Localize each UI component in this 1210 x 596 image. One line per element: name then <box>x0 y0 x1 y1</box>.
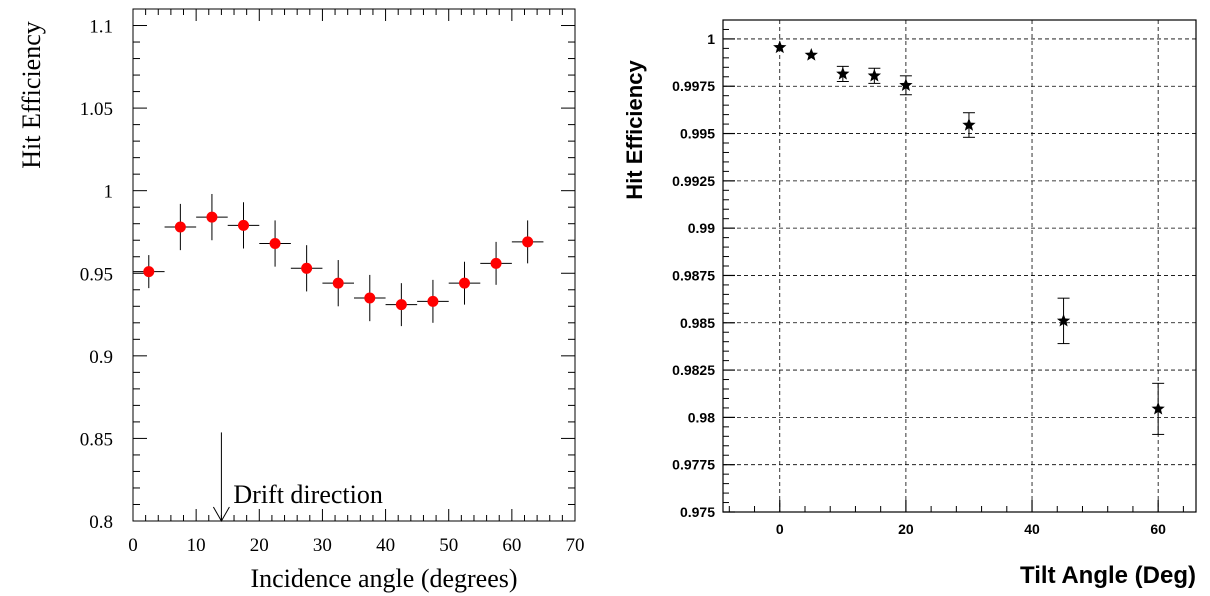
right-data-points <box>773 40 1165 435</box>
left-y-tick-label: 1 <box>104 182 114 203</box>
drift-arrow-head <box>212 506 230 523</box>
right-y-tick-label: 0.9975 <box>672 78 715 94</box>
right-y-tick-label: 0.975 <box>680 504 715 520</box>
left-y-tick-label: 0.9 <box>89 347 113 368</box>
right-axis-ticks: 0 20 40 60 0.975 0.9775 0.98 0.9825 0.985 0.9875 0… <box>672 19 1184 537</box>
left-data-point <box>301 262 313 274</box>
left-y-tick-label: 0.8 <box>89 512 113 533</box>
right-y-tick-label: 0.985 <box>680 315 715 331</box>
left-data-point <box>490 257 502 269</box>
left-y-axis-label: Hit Efficiency <box>17 21 46 169</box>
right-data-point <box>962 118 976 131</box>
right-y-tick-label: 1 <box>707 31 715 47</box>
right-x-tick-label: 20 <box>898 521 914 537</box>
right-x-tick-label: 40 <box>1024 521 1040 537</box>
drift-direction-label: Drift direction <box>233 480 382 509</box>
left-x-tick-label: 20 <box>250 535 269 556</box>
right-y-tick-label: 0.9775 <box>672 457 715 473</box>
left-axis-ticks: 0 10 20 30 40 50 60 70 0.8 0.85 0.9 0.95 1 1.05 1.1 <box>80 9 585 556</box>
left-data-point <box>206 211 218 223</box>
right-data-point <box>773 40 787 54</box>
right-y-tick-label: 0.98 <box>688 409 715 425</box>
left-x-tick-label: 70 <box>566 535 585 556</box>
right-x-axis-label: Tilt Angle (Deg) <box>1020 562 1196 589</box>
left-y-tick-label: 0.95 <box>80 264 113 285</box>
right-y-tick-label: 0.9875 <box>672 267 715 283</box>
left-data-point <box>174 221 186 233</box>
left-data-points <box>133 193 544 327</box>
left-x-tick-label: 60 <box>502 535 521 556</box>
left-data-point <box>395 299 407 311</box>
left-data-point <box>427 295 439 307</box>
right-data-point <box>836 66 850 80</box>
right-y-tick-label: 0.9925 <box>672 173 715 189</box>
left-y-tick-label: 1.05 <box>80 99 113 120</box>
right-x-tick-label: 60 <box>1150 521 1166 537</box>
left-data-point <box>238 219 249 231</box>
left-data-point <box>522 236 534 248</box>
left-data-point <box>269 238 281 250</box>
right-data-point <box>1056 313 1071 327</box>
left-x-tick-label: 30 <box>313 535 332 556</box>
right-data-point <box>899 78 913 91</box>
right-grid <box>723 20 1196 512</box>
right-data-point <box>1151 401 1165 415</box>
left-x-tick-label: 40 <box>376 535 395 556</box>
left-data-point <box>364 292 376 304</box>
left-annotation <box>212 432 230 523</box>
left-x-axis-label: Incidence angle (degrees) <box>250 564 517 593</box>
left-data-point <box>332 277 344 289</box>
right-x-tick-label: 0 <box>776 521 784 537</box>
right-y-tick-label: 0.9825 <box>672 362 715 378</box>
left-y-tick-label: 0.85 <box>80 429 113 450</box>
left-data-point <box>143 266 155 278</box>
left-y-tick-label: 1.1 <box>89 17 113 38</box>
right-plot-frame <box>722 19 1197 513</box>
left-chart: 0 10 20 30 40 50 60 70 0.8 0.85 0.9 0.95 1 1.05 1.1 In… <box>17 8 585 593</box>
right-y-axis-label: Hit Efficiency <box>622 60 647 200</box>
right-data-point <box>804 48 818 61</box>
right-chart: 0 20 40 60 0.975 0.9775 0.98 0.9825 0.985 0.9875 0… <box>622 19 1197 589</box>
left-data-point <box>459 277 470 289</box>
right-data-point <box>867 68 882 82</box>
right-y-tick-label: 0.995 <box>680 126 715 142</box>
right-y-tick-label: 0.99 <box>688 220 715 236</box>
left-plot-frame <box>132 8 576 522</box>
left-x-tick-label: 10 <box>187 535 206 556</box>
left-x-tick-label: 50 <box>439 535 458 556</box>
left-x-tick-label: 0 <box>128 535 138 556</box>
